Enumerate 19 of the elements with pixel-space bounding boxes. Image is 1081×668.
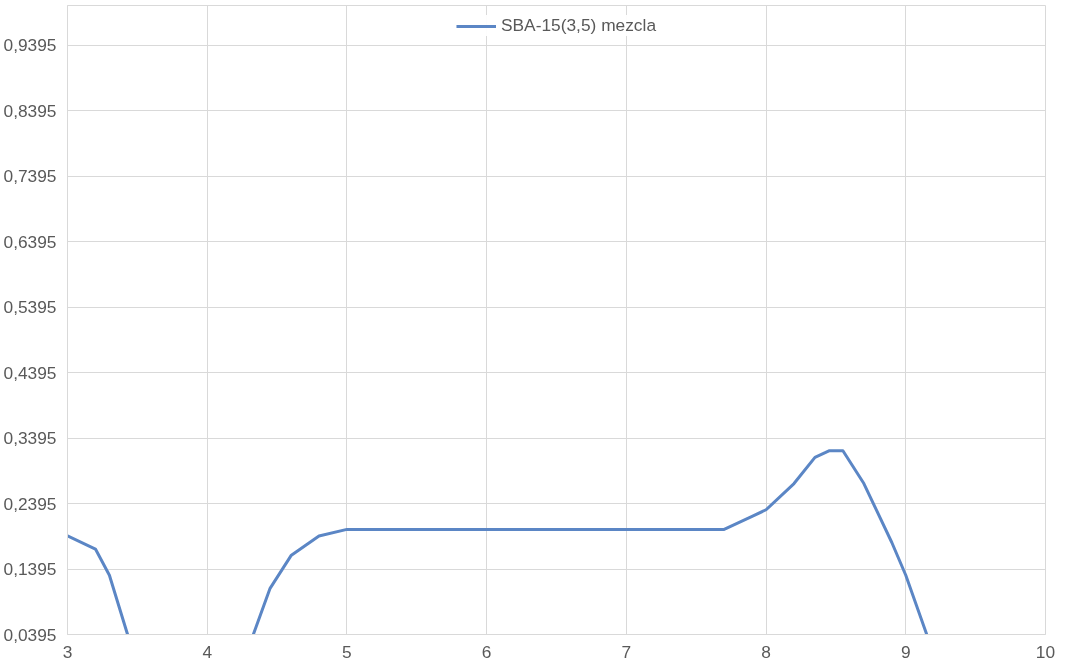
x-tick-label: 4 [202,641,213,662]
y-tick-label: 0,6395 [3,231,57,252]
x-tick-label: 10 [1035,641,1056,662]
y-tick-label: 0,5395 [3,297,57,318]
y-tick-label: 0,7395 [3,166,57,187]
y-tick-label: 0,1395 [3,559,57,580]
x-tick-label: 8 [761,641,771,662]
y-tick-label: 0,9395 [3,35,57,56]
x-tick-label: 6 [481,641,492,662]
legend-label: SBA-15(3,5) mezcla [500,15,657,36]
x-tick-label: 3 [62,641,73,662]
x-tick-label: 7 [621,641,632,662]
y-tick-label: 0,3395 [3,428,57,449]
y-tick-label: 0,8395 [3,100,57,121]
y-tick-label: 0,0395 [3,624,57,645]
x-tick-label: 9 [900,641,911,662]
x-tick-label: 5 [342,641,352,662]
y-tick-label: 0,4395 [3,362,57,383]
y-tick-label: 0,2395 [3,493,57,514]
